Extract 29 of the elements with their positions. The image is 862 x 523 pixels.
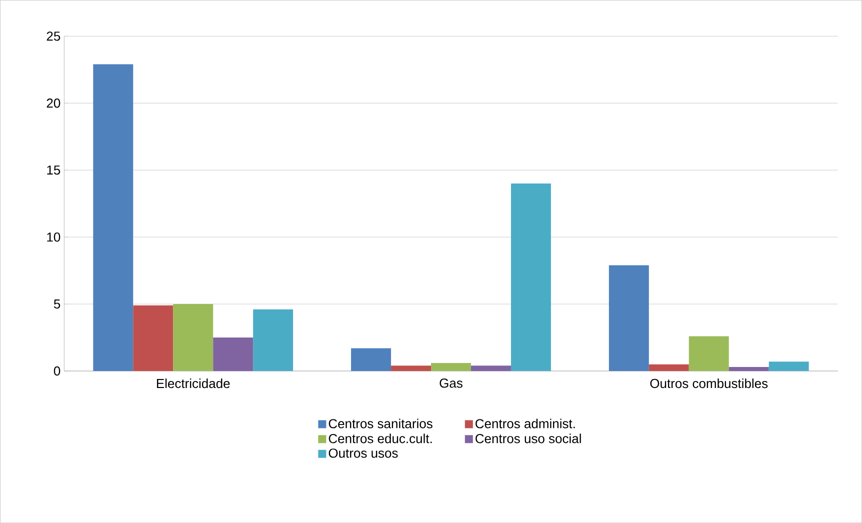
bar — [351, 348, 392, 371]
bar — [173, 304, 214, 371]
bar — [213, 337, 254, 371]
x-tick-label: Electricidade — [156, 378, 230, 388]
y-tick-label: 5 — [54, 299, 60, 309]
legend-label: Outros usos — [328, 448, 398, 458]
legend-label: Centros sanitarios — [328, 418, 432, 428]
bar — [391, 366, 432, 371]
bar — [510, 183, 551, 371]
legend-label: Centros administ. — [476, 418, 575, 428]
y-tick-label: 15 — [47, 166, 60, 175]
bar — [688, 336, 729, 371]
bar — [93, 64, 134, 371]
bar — [133, 305, 174, 371]
legend-label: Centros educ.cult. — [328, 434, 432, 444]
y-tick-label: 25 — [46, 32, 60, 41]
bar — [728, 366, 769, 371]
bar — [768, 362, 809, 371]
bar — [648, 364, 689, 371]
x-tick-label: Outros combustibles — [650, 378, 768, 388]
bar — [431, 362, 471, 371]
y-tick-label: 10 — [47, 232, 60, 242]
y-tick-label: 20 — [46, 98, 60, 108]
x-tick-label: Gas — [440, 378, 462, 388]
bar — [608, 265, 649, 371]
bar — [470, 366, 511, 371]
y-tick-label: 0 — [54, 366, 60, 376]
bar — [253, 309, 294, 371]
legend-label: Centros uso social — [476, 434, 581, 444]
